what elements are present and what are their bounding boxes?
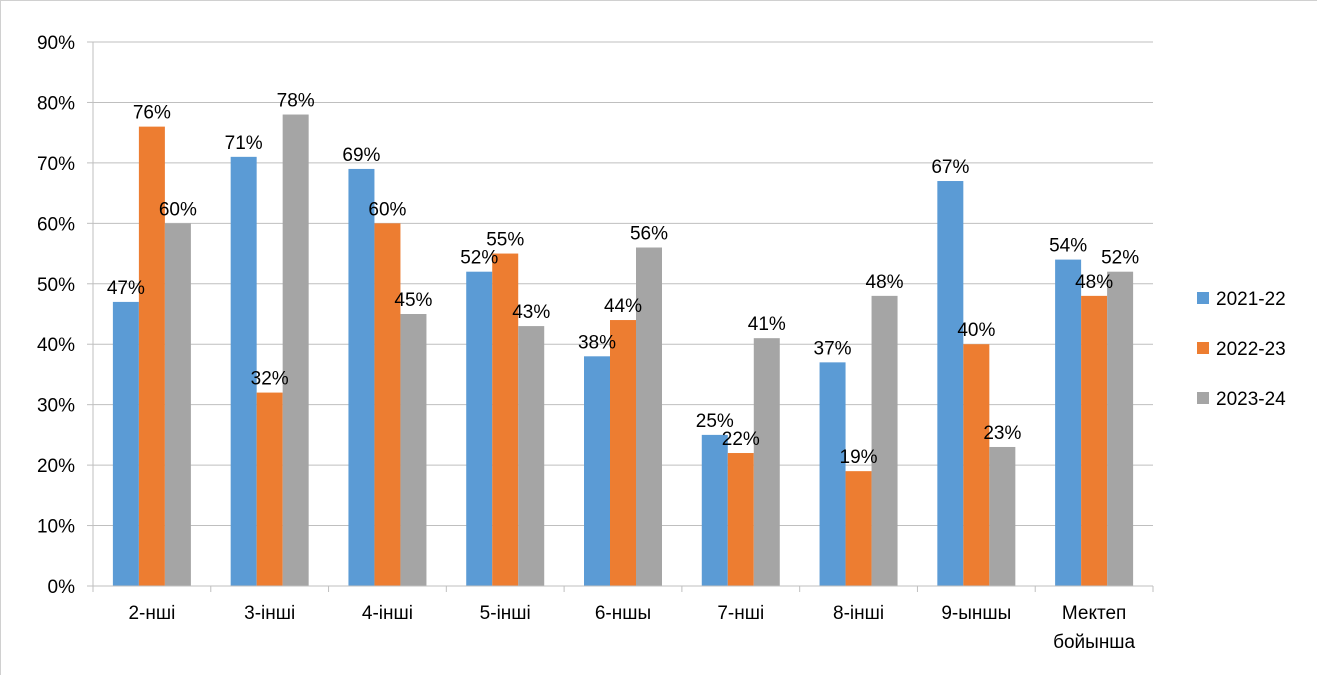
y-tick-label: 10% (37, 517, 75, 538)
data-label: 38% (578, 332, 616, 353)
y-tick-label: 80% (37, 93, 75, 114)
x-category-label: 6-ншы (595, 603, 651, 624)
data-label: 52% (460, 248, 498, 269)
data-labels: 47%76%60%71%32%78%69%60%45%52%55%43%38%4… (107, 91, 1139, 469)
y-tick-label: 0% (48, 577, 76, 598)
bar (753, 338, 780, 586)
bar (138, 126, 165, 586)
axes: 0% 10% 20% 30% 40% 50% 60% 70% 80% 90% 2-нші 3-інші… (37, 33, 1154, 653)
data-label: 41% (748, 314, 786, 335)
bar (937, 181, 964, 586)
bar (1055, 259, 1082, 586)
x-category-label: 4-інші (362, 603, 413, 624)
bar (112, 301, 139, 586)
bar (348, 168, 375, 586)
data-label: 67% (931, 157, 969, 178)
data-label: 44% (604, 296, 642, 317)
bar (282, 114, 309, 587)
data-label: 78% (277, 91, 315, 112)
bar (518, 326, 545, 586)
bar (256, 392, 283, 586)
bar (989, 446, 1016, 586)
data-label: 47% (107, 278, 145, 299)
bar (374, 223, 401, 587)
data-label: 23% (983, 423, 1021, 444)
data-label: 71% (225, 133, 263, 154)
x-category-label: 2-нші (128, 603, 175, 624)
x-category-label: Мектеп (1062, 603, 1126, 624)
x-category-label: 7-нші (717, 603, 764, 624)
data-label: 60% (159, 199, 197, 220)
x-category-label: 9-ыншы (941, 603, 1011, 624)
legend: 2021-22 2022-23 2023-24 (1197, 289, 1286, 410)
bar (701, 434, 728, 586)
y-tick-label: 20% (37, 456, 75, 477)
data-label: 45% (394, 290, 432, 311)
legend-label: 2023-24 (1216, 389, 1286, 410)
data-label: 22% (722, 429, 760, 450)
data-label: 48% (1075, 272, 1113, 293)
data-label: 25% (696, 411, 734, 432)
data-label: 52% (1101, 248, 1139, 269)
data-label: 54% (1049, 236, 1087, 257)
bar (584, 356, 610, 586)
data-label: 56% (630, 224, 668, 245)
legend-swatch (1197, 342, 1209, 354)
data-label: 48% (866, 272, 904, 293)
bar (636, 247, 662, 586)
bar (845, 471, 872, 586)
data-label: 76% (133, 103, 171, 124)
data-label: 32% (251, 369, 289, 390)
y-tick-label: 90% (37, 33, 75, 54)
x-category-label: 3-інші (244, 603, 295, 624)
bar (400, 314, 427, 586)
legend-swatch (1197, 292, 1209, 304)
x-category-label: 5-інші (480, 603, 531, 624)
bar (466, 271, 493, 586)
bar (610, 320, 636, 586)
bar (1081, 295, 1108, 586)
bar (492, 253, 519, 587)
y-tick-label: 60% (37, 214, 75, 235)
y-tick-label: 50% (37, 275, 75, 296)
data-label: 55% (486, 230, 524, 251)
bar (963, 344, 990, 586)
data-label: 43% (512, 302, 550, 323)
legend-label: 2022-23 (1216, 339, 1286, 360)
bar (819, 362, 846, 586)
legend-label: 2021-22 (1216, 289, 1286, 310)
bar (1107, 271, 1134, 586)
bar (164, 223, 191, 587)
bar (871, 295, 898, 586)
bars (112, 114, 1134, 587)
data-label: 40% (957, 320, 995, 341)
legend-swatch (1197, 392, 1209, 404)
data-label: 69% (342, 145, 380, 166)
y-tick-label: 30% (37, 396, 75, 417)
bar (230, 156, 257, 586)
data-label: 60% (368, 199, 406, 220)
bar (727, 453, 754, 586)
data-label: 19% (840, 447, 878, 468)
x-category-label: бойынша (1053, 632, 1135, 653)
y-tick-label: 70% (37, 154, 75, 175)
data-label: 37% (814, 338, 852, 359)
x-category-label: 8-інші (833, 603, 884, 624)
y-tick-label: 40% (37, 335, 75, 356)
